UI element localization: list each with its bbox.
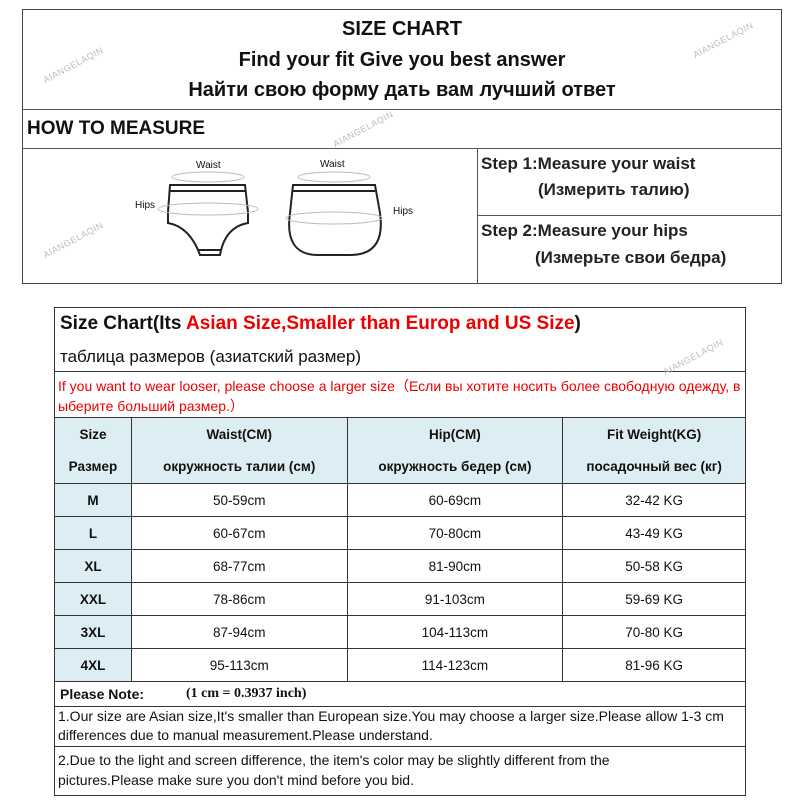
waist-cell: 68-77cm [130,549,348,583]
waist-cell: 95-113cm [130,648,348,682]
subtitle-ru: Найти свою форму дать вам лучший ответ [188,79,616,101]
col-hip-ru: окружность бедер (см) [346,450,564,484]
waist-label-front: Waist [196,160,221,171]
header-row-en: Size Waist(CM) Hip(CM) Fit Weight(KG) [54,417,746,451]
hips-label-front: Hips [135,200,156,211]
size-cell: XXL [54,582,132,616]
header-row-ru: Размер окружность талии (см) окружность … [54,450,746,484]
please-note-label: Please Note: [60,686,145,702]
step2-ru-text: (Измерьте свои бедра) [535,248,727,267]
waist-cell: 78-86cm [130,582,348,616]
title-prefix: Size Chart(Its [60,313,186,334]
title-red: Asian Size,Smaller than Europ and US Siz… [186,313,575,334]
page-title: SIZE CHART [342,18,462,40]
step1-ru-text: (Измерить талию) [538,180,690,199]
back-briefs-icon [285,171,383,256]
table-row: 3XL 87-94cm 104-113cm 70-80 KG [54,615,746,649]
waist-cell: 50-59cm [130,483,348,517]
hip-cell: 91-103cm [346,582,564,616]
table-row: L 60-67cm 70-80cm 43-49 KG [54,516,746,550]
divider [54,371,746,372]
weight-cell: 81-96 KG [562,648,746,682]
step2-text: Step 2:Measure your hips [481,221,688,240]
size-table: Size Waist(CM) Hip(CM) Fit Weight(KG) Ра… [54,417,746,682]
front-briefs-icon [157,171,259,256]
divider [477,215,782,216]
size-chart-subtitle-ru: таблица размеров (азиатский размер) [60,347,361,366]
weight-cell: 70-80 KG [562,615,746,649]
title-suffix: ) [574,313,581,334]
table-row: XXL 78-86cm 91-103cm 59-69 KG [54,582,746,616]
how-to-measure-heading: HOW TO MEASURE [27,118,206,139]
cm-inch-conversion: (1 cm = 0.3937 inch) [186,686,307,701]
divider [54,706,746,707]
col-waist: Waist(CM) [130,417,348,451]
hip-cell: 81-90cm [346,549,564,583]
divider [54,746,746,747]
subtitle-en: Find your fit Give you best answer [238,49,566,71]
size-chart-title: Size Chart(Its Asian Size,Smaller than E… [60,313,581,335]
hip-cell: 114-123cm [346,648,564,682]
waist-cell: 87-94cm [130,615,348,649]
note-2: 2.Due to the light and screen difference… [58,752,610,788]
hips-label-back: Hips [393,206,414,217]
divider [22,109,782,110]
how-to-measure-panel [22,9,782,284]
col-weight: Fit Weight(KG) [562,417,746,451]
hip-cell: 70-80cm [346,516,564,550]
step1-text: Step 1:Measure your waist [481,154,696,173]
looser-notice: If you want to wear looser, please choos… [58,378,741,414]
hip-cell: 60-69cm [346,483,564,517]
weight-cell: 43-49 KG [562,516,746,550]
size-cell: L [54,516,132,550]
waist-cell: 60-67cm [130,516,348,550]
size-cell: 4XL [54,648,132,682]
weight-cell: 59-69 KG [562,582,746,616]
weight-cell: 32-42 KG [562,483,746,517]
table-row: M 50-59cm 60-69cm 32-42 KG [54,483,746,517]
waist-label-back: Waist [320,159,345,170]
col-weight-ru: посадочный вес (кг) [562,450,746,484]
note-1: 1.Our size are Asian size,It's smaller t… [58,708,724,743]
table-row: 4XL 95-113cm 114-123cm 81-96 KG [54,648,746,682]
divider [22,148,782,149]
col-size-ru: Размер [54,450,132,484]
col-waist-ru: окружность талии (см) [130,450,348,484]
weight-cell: 50-58 KG [562,549,746,583]
size-cell: XL [54,549,132,583]
col-hip: Hip(CM) [346,417,564,451]
size-cell: M [54,483,132,517]
hip-cell: 104-113cm [346,615,564,649]
divider [54,681,746,682]
size-cell: 3XL [54,615,132,649]
col-size: Size [54,417,132,451]
briefs-illustration [157,171,383,256]
table-row: XL 68-77cm 81-90cm 50-58 KG [54,549,746,583]
